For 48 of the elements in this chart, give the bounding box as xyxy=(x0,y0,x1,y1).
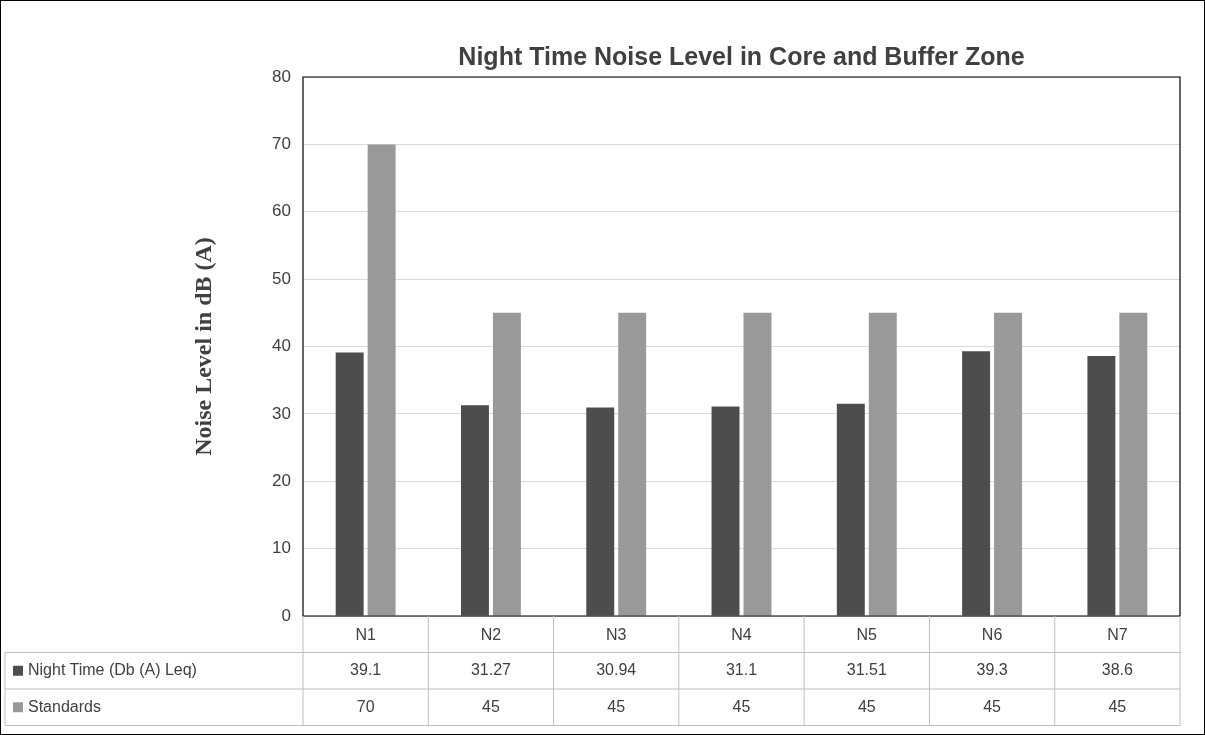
bar xyxy=(994,312,1023,616)
data-label: 70 xyxy=(356,697,375,715)
data-label: 45 xyxy=(1108,697,1127,715)
data-label: 31.1 xyxy=(725,661,758,679)
bar xyxy=(586,407,615,616)
x-tick-label: N1 xyxy=(355,626,376,644)
y-tick-label: 50 xyxy=(272,268,291,288)
bar xyxy=(335,352,364,616)
data-label: 30.94 xyxy=(596,661,637,679)
data-label: 31.51 xyxy=(846,661,887,679)
data-label: 39.3 xyxy=(976,661,1008,679)
data-label: 45 xyxy=(482,697,500,715)
x-tick-label: N3 xyxy=(605,626,627,644)
y-tick-label: 20 xyxy=(272,470,291,490)
bar xyxy=(962,351,991,616)
bar xyxy=(836,403,865,616)
bar xyxy=(618,312,647,616)
y-tick-label: 0 xyxy=(281,605,291,625)
x-tick-label: N5 xyxy=(856,626,878,644)
bar xyxy=(1087,355,1116,616)
data-label: 45 xyxy=(983,697,1002,715)
y-tick-label: 80 xyxy=(272,66,291,86)
x-tick-label: N6 xyxy=(981,626,1003,644)
y-tick-label: 30 xyxy=(272,403,291,423)
data-label: 45 xyxy=(857,697,876,715)
y-axis-title: Noise Level in dB (A) xyxy=(189,237,216,456)
chart-title: Night Time Noise Level in Core and Buffer Zone xyxy=(458,42,1025,71)
y-tick-label: 60 xyxy=(272,201,291,221)
data-label: 38.6 xyxy=(1101,661,1134,679)
bar xyxy=(711,406,740,616)
bar xyxy=(868,312,897,616)
bar xyxy=(743,312,772,616)
bar xyxy=(492,312,521,616)
x-tick-label: N2 xyxy=(480,626,502,644)
data-label: 45 xyxy=(607,697,626,715)
y-tick-label: 40 xyxy=(272,336,291,356)
data-label: 45 xyxy=(732,697,751,715)
data-label: 31.27 xyxy=(470,661,512,679)
y-tick-label: 70 xyxy=(272,134,291,154)
data-label: 39.1 xyxy=(350,661,382,679)
legend-label: Night Time (Db (A) Leq) xyxy=(28,661,197,679)
bar xyxy=(367,144,396,616)
x-tick-label: N4 xyxy=(731,626,752,644)
legend-label: Standards xyxy=(28,697,101,715)
x-tick-label: N7 xyxy=(1107,626,1128,644)
bar xyxy=(1119,312,1148,616)
y-tick-label: 10 xyxy=(272,538,291,558)
bar xyxy=(460,405,489,616)
